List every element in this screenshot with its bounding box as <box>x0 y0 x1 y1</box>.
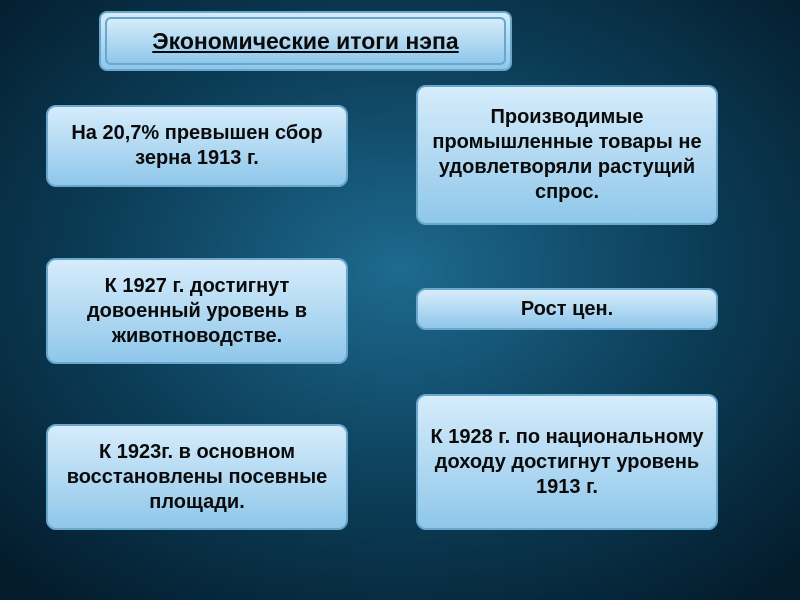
info-box-grain: На 20,7% превышен сбор зерна 1913 г. <box>46 105 348 187</box>
slide-title-box: Экономические итоги нэпа <box>105 17 506 65</box>
info-box-livestock: К 1927 г. достигнут довоенный уровень в … <box>46 258 348 364</box>
slide-title-text: Экономические итоги нэпа <box>152 28 458 55</box>
slide-title-frame: Экономические итоги нэпа <box>99 11 512 71</box>
slide-stage: Экономические итоги нэпа На 20,7% превыш… <box>0 0 800 600</box>
info-box-text: К 1927 г. достигнут довоенный уровень в … <box>58 274 336 349</box>
info-box-text: К 1928 г. по национальному доходу достиг… <box>428 425 706 500</box>
info-box-text: На 20,7% превышен сбор зерна 1913 г. <box>58 121 336 171</box>
info-box-prices: Рост цен. <box>416 288 718 330</box>
info-box-text: Рост цен. <box>521 297 613 322</box>
info-box-industrial-goods: Производимые промышленные товары не удов… <box>416 85 718 225</box>
info-box-national-income: К 1928 г. по национальному доходу достиг… <box>416 394 718 530</box>
info-box-text: Производимые промышленные товары не удов… <box>428 105 706 205</box>
info-box-text: К 1923г. в основном восстановлены посевн… <box>58 440 336 515</box>
info-box-sown-area: К 1923г. в основном восстановлены посевн… <box>46 424 348 530</box>
